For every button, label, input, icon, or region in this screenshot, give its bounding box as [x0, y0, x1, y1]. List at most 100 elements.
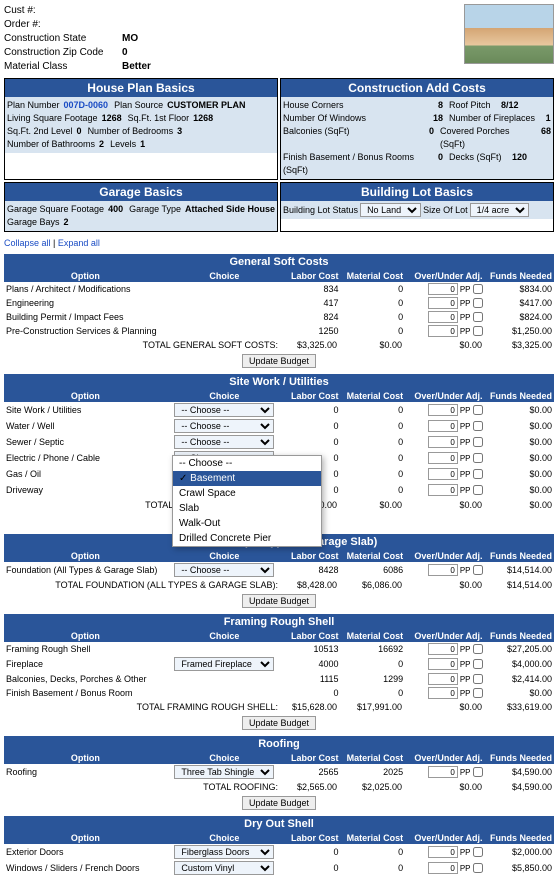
labor-cost: 0 — [284, 405, 339, 415]
category-header: OptionChoice Labor CostMaterial Cost Ove… — [4, 752, 554, 764]
labor-cost: 8428 — [284, 565, 339, 575]
update-budget-button[interactable]: Update Budget — [242, 716, 316, 730]
pp-checkbox[interactable] — [473, 847, 483, 857]
choice-select[interactable]: -- Choose -- — [174, 419, 274, 433]
over-under-input[interactable] — [428, 766, 458, 778]
dropdown-option[interactable]: Walk-Out — [173, 516, 321, 531]
update-budget-button[interactable]: Update Budget — [242, 594, 316, 608]
pp-label: PP — [460, 313, 471, 322]
choice-select[interactable]: Three Tab Shingle — [174, 765, 274, 779]
option-label: Framing Rough Shell — [6, 644, 165, 654]
pp-checkbox[interactable] — [473, 659, 483, 669]
update-budget-button[interactable]: Update Budget — [242, 796, 316, 810]
funds-needed: $824.00 — [483, 312, 552, 322]
over-under-input[interactable] — [428, 311, 458, 323]
section-title: Garage Basics — [5, 183, 277, 201]
collapse-all-link[interactable]: Collapse all — [4, 238, 51, 248]
over-under-input[interactable] — [428, 673, 458, 685]
material-cost: 0 — [339, 469, 404, 479]
pp-checkbox[interactable] — [473, 688, 483, 698]
bal-label: Balconies (SqFt) — [283, 125, 350, 151]
option-label: Site Work / Utilities — [6, 405, 165, 415]
state-val: MO — [122, 32, 138, 46]
over-under-input[interactable] — [428, 687, 458, 699]
over-under-input[interactable] — [428, 452, 458, 464]
over-under-input[interactable] — [428, 283, 458, 295]
dropdown-option-selected[interactable]: Basement — [173, 471, 321, 486]
choice-select[interactable]: -- Choose -- — [174, 563, 274, 577]
choice-select[interactable]: -- Choose -- — [174, 403, 274, 417]
material-cost: 0 — [339, 284, 404, 294]
line-item: Balconies, Decks, Porches & Other 1115 1… — [4, 672, 554, 686]
expand-all-link[interactable]: Expand all — [58, 238, 100, 248]
over-under-input[interactable] — [428, 658, 458, 670]
choice-select[interactable]: Fiberglass Doors — [174, 845, 274, 859]
pp-checkbox[interactable] — [473, 298, 483, 308]
pp-checkbox[interactable] — [473, 312, 483, 322]
labor-cost: 0 — [284, 421, 339, 431]
option-label: Building Permit / Impact Fees — [6, 312, 165, 322]
pp-checkbox[interactable] — [473, 863, 483, 873]
over-under-input[interactable] — [428, 846, 458, 858]
funds-needed: $0.00 — [483, 421, 552, 431]
labor-cost: 0 — [284, 437, 339, 447]
pp-checkbox[interactable] — [473, 437, 483, 447]
material-cost: 0 — [339, 421, 404, 431]
pp-checkbox[interactable] — [473, 485, 483, 495]
over-under-input[interactable] — [428, 436, 458, 448]
over-under-input[interactable] — [428, 484, 458, 496]
line-item: Site Work / Utilities -- Choose -- 0 0 P… — [4, 402, 554, 418]
over-under-input[interactable] — [428, 325, 458, 337]
pp-checkbox[interactable] — [473, 469, 483, 479]
option-label: Water / Well — [6, 421, 165, 431]
over-under-input[interactable] — [428, 297, 458, 309]
lot-size-select[interactable]: 1/4 acre — [470, 203, 529, 217]
dropdown-option[interactable]: -- Choose -- — [173, 456, 321, 471]
over-under-input[interactable] — [428, 862, 458, 874]
line-item: Roofing Three Tab Shingle 2565 2025 PP $… — [4, 764, 554, 780]
pp-checkbox[interactable] — [473, 674, 483, 684]
choice-select[interactable]: Custom Vinyl — [174, 861, 274, 875]
funds-needed: $4,590.00 — [483, 767, 552, 777]
hc-val: 8 — [438, 99, 443, 112]
gsf-label: Garage Square Footage — [7, 203, 104, 216]
labor-cost: 0 — [284, 688, 339, 698]
material-cost: 0 — [339, 453, 404, 463]
plan-num-link[interactable]: 007D-0060 — [64, 99, 109, 112]
pp-checkbox[interactable] — [473, 326, 483, 336]
plan-num-label: Plan Number — [7, 99, 60, 112]
material-cost: 0 — [339, 688, 404, 698]
funds-needed: $1,250.00 — [483, 326, 552, 336]
pp-label: PP — [460, 660, 471, 669]
pp-checkbox[interactable] — [473, 284, 483, 294]
line-item: Water / Well -- Choose -- 0 0 PP $0.00 — [4, 418, 554, 434]
pp-checkbox[interactable] — [473, 421, 483, 431]
dropdown-option[interactable]: Slab — [173, 501, 321, 516]
lev-label: Levels — [110, 138, 136, 151]
total-row: TOTAL FOUNDATION (ALL TYPES & GARAGE SLA… — [4, 578, 554, 592]
category-title: Site Work / Utilities — [4, 374, 554, 390]
pp-checkbox[interactable] — [473, 453, 483, 463]
pp-checkbox[interactable] — [473, 405, 483, 415]
material-cost: 1299 — [339, 674, 404, 684]
choice-select[interactable]: Framed Fireplace — [174, 657, 274, 671]
choice-select[interactable]: -- Choose -- — [174, 435, 274, 449]
over-under-input[interactable] — [428, 643, 458, 655]
over-under-input[interactable] — [428, 420, 458, 432]
pp-label: PP — [460, 689, 471, 698]
over-under-input[interactable] — [428, 404, 458, 416]
pp-checkbox[interactable] — [473, 565, 483, 575]
material-cost: 0 — [339, 312, 404, 322]
foundation-dropdown[interactable]: -- Choose -- Basement Crawl Space Slab W… — [172, 455, 322, 547]
lot-status-select[interactable]: No Land — [360, 203, 421, 217]
over-under-input[interactable] — [428, 468, 458, 480]
pp-checkbox[interactable] — [473, 767, 483, 777]
update-budget-button[interactable]: Update Budget — [242, 354, 316, 368]
category-title: Framing Rough Shell — [4, 614, 554, 630]
bal-val: 0 — [429, 125, 434, 151]
over-under-input[interactable] — [428, 564, 458, 576]
house-image — [464, 4, 554, 64]
dropdown-option[interactable]: Crawl Space — [173, 486, 321, 501]
pp-checkbox[interactable] — [473, 644, 483, 654]
dropdown-option[interactable]: Drilled Concrete Pier — [173, 531, 321, 546]
